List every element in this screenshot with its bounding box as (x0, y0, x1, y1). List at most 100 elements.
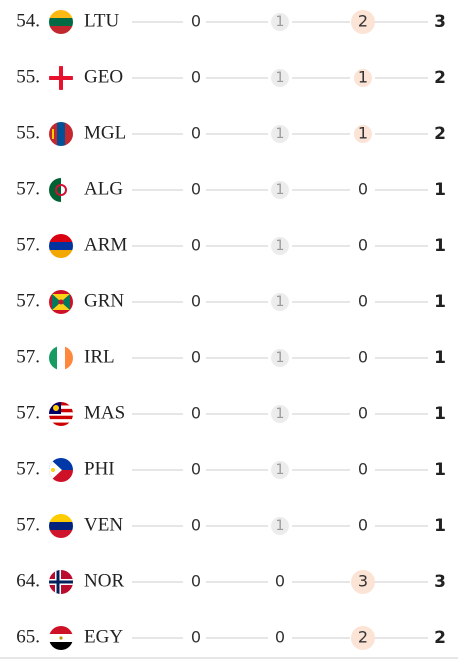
silver-badge (271, 461, 289, 479)
rank: 55. (16, 122, 40, 143)
silver-count: 1 (276, 182, 285, 198)
silver-badge (271, 405, 289, 423)
total-count: 2 (434, 628, 446, 648)
total-count: 1 (434, 180, 446, 200)
gold-count: 0 (191, 628, 201, 647)
silver-count: 0 (275, 572, 285, 591)
bronze-count: 0 (358, 180, 368, 199)
silver-count: 1 (276, 406, 285, 422)
medal-row: 54. LTU 0 1 2 3 (16, 10, 446, 34)
silver-badge (271, 517, 289, 535)
flag (49, 570, 73, 594)
total-count: 1 (434, 292, 446, 312)
bronze-count: 2 (358, 628, 368, 647)
bronze-count: 0 (358, 292, 368, 311)
total-count: 1 (434, 460, 446, 480)
medal-row: 57. PHI 0 1 0 1 (16, 458, 446, 482)
total-count: 3 (434, 572, 446, 592)
bronze-badge (354, 125, 372, 143)
silver-count: 1 (276, 238, 285, 254)
silver-badge (271, 349, 289, 367)
silver-count: 1 (276, 14, 285, 30)
country-code: VEN (84, 514, 123, 535)
silver-badge (271, 125, 289, 143)
total-count: 1 (434, 404, 446, 424)
medal-row: 57. ALG 0 1 0 1 (16, 178, 446, 202)
gold-count: 0 (191, 460, 201, 479)
gold-count: 0 (191, 572, 201, 591)
flag (49, 346, 73, 370)
country-code: PHI (84, 458, 115, 479)
total-count: 1 (434, 236, 446, 256)
silver-count: 1 (276, 518, 285, 534)
bronze-badge (351, 626, 375, 650)
silver-count: 1 (276, 126, 285, 142)
flag (49, 402, 73, 426)
medal-row: 65. EGY 0 0 2 2 (16, 626, 446, 650)
bronze-count: 3 (358, 572, 368, 591)
total-count: 1 (434, 516, 446, 536)
country-code: IRL (84, 346, 115, 367)
medal-row: 57. MAS 0 1 0 1 (16, 402, 446, 426)
silver-badge (271, 69, 289, 87)
rank: 57. (16, 458, 40, 479)
rank: 57. (16, 178, 40, 199)
country-code: ARM (84, 234, 127, 255)
bronze-count: 2 (358, 12, 368, 31)
bronze-badge (354, 69, 372, 87)
silver-count: 1 (276, 294, 285, 310)
rank: 57. (16, 234, 40, 255)
country-code: MGL (84, 122, 126, 143)
gold-count: 0 (191, 124, 201, 143)
flag (49, 626, 73, 650)
country-code: LTU (84, 10, 119, 31)
gold-count: 0 (191, 516, 201, 535)
silver-badge (271, 293, 289, 311)
medal-row: 57. GRN 0 1 0 1 (16, 290, 446, 314)
silver-count: 1 (276, 462, 285, 478)
rank: 54. (16, 10, 40, 31)
country-code: ALG (84, 178, 123, 199)
silver-count: 1 (276, 350, 285, 366)
medal-row: 55. GEO 0 1 1 2 (16, 66, 446, 90)
medal-row: 57. ARM 0 1 0 1 (16, 234, 446, 258)
rank: 57. (16, 290, 40, 311)
rank: 64. (16, 570, 40, 591)
rank: 57. (16, 514, 40, 535)
total-count: 2 (434, 68, 446, 88)
flag (49, 10, 73, 34)
bronze-count: 1 (358, 68, 368, 87)
total-count: 2 (434, 124, 446, 144)
flag (49, 290, 73, 314)
rank: 55. (16, 66, 40, 87)
silver-badge (271, 13, 289, 31)
gold-count: 0 (191, 68, 201, 87)
bronze-badge (351, 10, 375, 34)
country-code: MAS (84, 402, 125, 423)
total-count: 3 (434, 12, 446, 32)
country-code: GEO (84, 66, 123, 87)
flag (49, 122, 73, 146)
silver-count: 0 (275, 628, 285, 647)
flag (49, 66, 73, 90)
gold-count: 0 (191, 236, 201, 255)
flag (49, 458, 73, 482)
rank: 57. (16, 402, 40, 423)
bronze-count: 0 (358, 516, 368, 535)
rank: 65. (16, 626, 40, 647)
gold-count: 0 (191, 12, 201, 31)
silver-badge (271, 181, 289, 199)
bronze-count: 0 (358, 236, 368, 255)
medal-row: 55. MGL 0 1 1 2 (16, 122, 446, 146)
bronze-badge (351, 570, 375, 594)
country-code: EGY (84, 626, 123, 647)
gold-count: 0 (191, 404, 201, 423)
medal-row: 57. IRL 0 1 0 1 (16, 346, 446, 370)
total-count: 1 (434, 348, 446, 368)
gold-count: 0 (191, 180, 201, 199)
medal-row: 57. VEN 0 1 0 1 (16, 514, 446, 538)
rank: 57. (16, 346, 40, 367)
bronze-count: 1 (358, 124, 368, 143)
country-code: GRN (84, 290, 124, 311)
